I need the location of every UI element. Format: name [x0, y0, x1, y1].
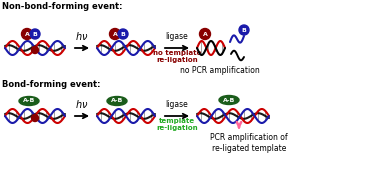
Circle shape: [22, 29, 33, 39]
Text: A-B: A-B: [223, 98, 235, 103]
Text: A: A: [203, 31, 208, 37]
Circle shape: [239, 25, 249, 35]
Text: B: B: [242, 28, 246, 32]
Circle shape: [31, 115, 39, 122]
Text: A: A: [113, 31, 118, 37]
Text: no template
re-ligation: no template re-ligation: [153, 50, 201, 63]
Text: A: A: [25, 31, 29, 37]
Text: $h\nu$: $h\nu$: [75, 98, 89, 110]
Text: $h\nu$: $h\nu$: [75, 30, 89, 42]
Text: ligase: ligase: [166, 32, 188, 41]
Text: template
re-ligation: template re-ligation: [156, 118, 198, 131]
Circle shape: [110, 29, 121, 39]
Ellipse shape: [19, 97, 39, 106]
Text: Bond-forming event:: Bond-forming event:: [2, 80, 101, 89]
Text: no PCR amplification: no PCR amplification: [180, 66, 260, 75]
Text: B: B: [33, 31, 37, 37]
Text: ligase: ligase: [166, 100, 188, 109]
Text: B: B: [121, 31, 125, 37]
Circle shape: [30, 29, 40, 39]
Text: A-B: A-B: [111, 98, 123, 104]
Ellipse shape: [107, 97, 127, 106]
Text: Non-bond-forming event:: Non-bond-forming event:: [2, 2, 122, 11]
Text: A-B: A-B: [23, 98, 35, 104]
Ellipse shape: [219, 96, 239, 105]
Text: PCR amplification of
re-ligated template: PCR amplification of re-ligated template: [210, 133, 288, 153]
Circle shape: [200, 29, 211, 39]
Circle shape: [31, 47, 39, 54]
Circle shape: [118, 29, 128, 39]
